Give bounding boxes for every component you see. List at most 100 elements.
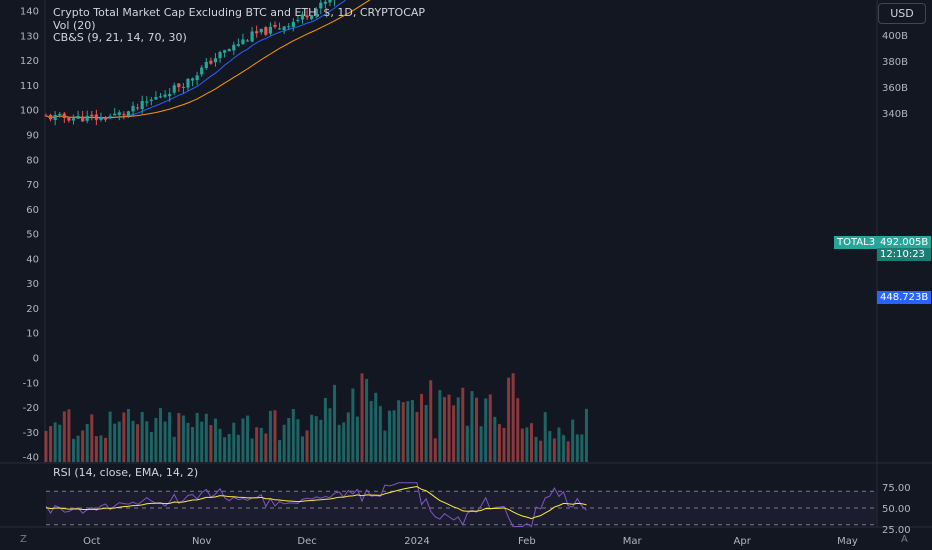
rsi-indicator-label[interactable]: RSI (14, close, EMA, 14, 2): [53, 466, 199, 479]
volume-bar: [447, 394, 451, 462]
candle-body: [181, 86, 185, 88]
cbs-indicator-label[interactable]: CB&S (9, 21, 14, 70, 30): [53, 31, 187, 44]
candle-body: [113, 113, 117, 116]
volume-bar: [71, 438, 75, 462]
volume-bar: [236, 434, 240, 462]
volume-bar: [328, 408, 332, 462]
volume-bar: [145, 421, 149, 462]
volume-bar: [113, 423, 117, 462]
volume-bar: [99, 435, 103, 462]
volume-bar: [456, 397, 460, 462]
candle-body: [323, 1, 327, 4]
horizontal-line-price-tag: 448.723B: [877, 291, 931, 304]
volume-bar: [191, 427, 195, 462]
volume-bar: [140, 411, 144, 462]
volume-bar: [493, 416, 497, 462]
volume-bar: [291, 408, 295, 462]
candle-body: [300, 14, 305, 20]
volume-bar: [273, 410, 277, 462]
candle-body: [204, 61, 208, 69]
candle-body: [314, 8, 318, 16]
rsi-moving-average-line: [45, 486, 587, 520]
volume-bar: [94, 436, 98, 462]
volume-bar: [333, 384, 337, 462]
candle-body: [131, 105, 135, 112]
left-axis-tick-label: 130: [20, 31, 39, 42]
fast-moving-average-line: [45, 0, 347, 119]
volume-bar: [168, 412, 172, 462]
time-axis-tick-label: Oct: [83, 536, 100, 547]
volume-bar: [163, 421, 167, 462]
volume-bar: [58, 424, 62, 462]
candle-body: [62, 113, 66, 118]
volume-bar: [484, 398, 488, 462]
volume-bar: [415, 411, 419, 462]
volume-bar: [149, 432, 153, 462]
volume-bar: [410, 400, 414, 462]
candle-body: [158, 96, 163, 98]
left-axis-tick-label: -40: [23, 453, 39, 464]
candle-body: [149, 99, 153, 101]
rsi-axis-tick-label: 75.00: [882, 483, 911, 494]
candle-body: [48, 114, 53, 120]
time-axis-tick-label: 2024: [404, 536, 429, 547]
candle-body: [103, 117, 108, 120]
volume-bar: [584, 408, 588, 462]
volume-bar: [200, 421, 204, 462]
volume-bar: [557, 427, 561, 462]
volume-bar: [81, 430, 85, 462]
volume-bar: [529, 423, 533, 462]
volume-indicator-label[interactable]: Vol (20): [53, 19, 96, 32]
volume-bar: [397, 400, 401, 462]
volume-bar: [383, 430, 387, 462]
candle-body: [241, 39, 245, 44]
volume-bar: [552, 438, 556, 462]
left-axis-tick-label: 20: [26, 304, 39, 315]
volume-bar: [534, 436, 538, 462]
volume-bar: [131, 420, 135, 462]
volume-bar: [470, 391, 474, 462]
volume-bar: [378, 406, 382, 462]
volume-bar: [401, 402, 405, 462]
candle-body: [122, 114, 126, 116]
candle-body: [236, 44, 240, 46]
left-axis-tick-label: -30: [23, 428, 39, 439]
candle-body: [291, 21, 295, 27]
candle-body: [259, 28, 263, 33]
candle-body: [58, 113, 62, 115]
candle-body: [44, 115, 48, 117]
time-axis-tick-label: Dec: [297, 536, 316, 547]
volume-bar: [136, 424, 140, 462]
candle-body: [245, 40, 250, 42]
auto-scale-button[interactable]: A: [901, 534, 908, 545]
volume-bar: [232, 422, 236, 462]
volume-bar: [300, 436, 304, 462]
left-axis-tick-label: 10: [26, 329, 39, 340]
volume-bar: [511, 373, 515, 462]
volume-bar: [388, 410, 391, 462]
volume-bar: [90, 414, 94, 462]
volume-bar: [282, 424, 286, 462]
chart-title: Crypto Total Market Cap Excluding BTC an…: [53, 6, 426, 19]
volume-bar: [497, 424, 501, 462]
volume-bar: [177, 413, 181, 462]
volume-bar: [108, 411, 112, 462]
volume-bar: [369, 401, 373, 462]
volume-bar: [548, 431, 552, 462]
volume-bar: [204, 413, 208, 462]
volume-bar: [159, 408, 162, 462]
candle-body: [264, 27, 268, 35]
volume-bar: [154, 417, 158, 462]
volume-bar: [374, 392, 378, 462]
volume-bar: [580, 434, 584, 462]
zoom-corner-button[interactable]: Z: [20, 534, 27, 545]
candle-body: [140, 101, 144, 110]
currency-button[interactable]: USD: [878, 3, 926, 24]
left-axis-tick-label: 120: [20, 56, 39, 67]
candle-body: [126, 111, 131, 117]
volume-bar: [172, 436, 176, 462]
time-axis-tick-label: Nov: [192, 536, 212, 547]
time-axis-tick-label: Apr: [734, 536, 752, 547]
